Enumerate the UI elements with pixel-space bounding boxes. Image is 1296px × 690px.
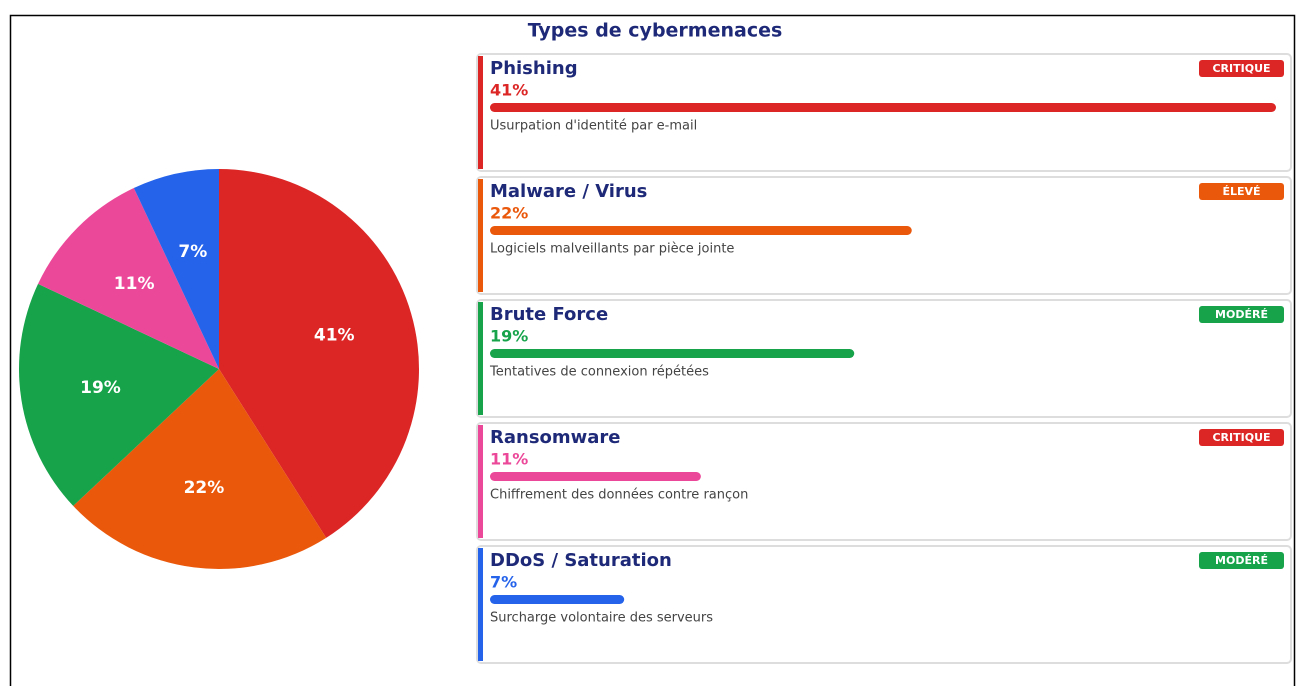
pie-slice xyxy=(38,188,219,369)
bar xyxy=(490,595,625,604)
card-description: Chiffrement des données contre rançon xyxy=(490,488,748,503)
card-percent: 7% xyxy=(490,573,517,592)
card-description: Logiciels malveillants par pièce jointe xyxy=(490,242,734,257)
bar xyxy=(490,472,701,481)
card xyxy=(476,422,1292,541)
pie-slice xyxy=(219,169,419,538)
badge-label: CRITIQUE xyxy=(1212,62,1270,75)
pie-slice xyxy=(73,369,327,569)
badge xyxy=(1199,60,1284,77)
badge-label: MODÉRÉ xyxy=(1215,308,1268,321)
card-accent xyxy=(478,179,483,292)
card-percent: 22% xyxy=(490,204,528,223)
card xyxy=(476,176,1292,295)
badge-label: CRITIQUE xyxy=(1212,431,1270,444)
card-title: Malware / Virus xyxy=(490,181,647,202)
slice-label: 19% xyxy=(80,378,121,398)
card xyxy=(476,545,1292,664)
card-accent xyxy=(478,302,483,415)
card-title: Ransomware xyxy=(490,427,621,448)
card xyxy=(476,299,1292,418)
pie-slice xyxy=(18,283,219,506)
slice-label: 22% xyxy=(184,478,225,498)
card-description: Surcharge volontaire des serveurs xyxy=(490,611,713,626)
card-title: Phishing xyxy=(490,58,578,79)
badge xyxy=(1199,306,1284,323)
badge xyxy=(1199,429,1284,446)
slice-label: 41% xyxy=(314,326,355,346)
slice-label: 7% xyxy=(178,242,207,262)
card-accent xyxy=(478,548,483,661)
card-description: Usurpation d'identité par e-mail xyxy=(490,119,697,134)
bar xyxy=(490,103,1276,112)
card-percent: 11% xyxy=(490,450,528,469)
card-accent xyxy=(478,425,483,538)
badge xyxy=(1199,552,1284,569)
card-percent: 41% xyxy=(490,81,528,100)
badge-label: ÉLEVÉ xyxy=(1222,185,1260,198)
bar xyxy=(490,349,855,358)
card-title: DDoS / Saturation xyxy=(490,550,672,571)
card-percent: 19% xyxy=(490,327,528,346)
pie-slice xyxy=(133,169,219,369)
card-description: Tentatives de connexion répétées xyxy=(489,365,709,380)
badge-label: MODÉRÉ xyxy=(1215,554,1268,567)
card xyxy=(476,53,1292,172)
slice-label: 11% xyxy=(114,274,155,294)
chart-title: Types de cybermenaces xyxy=(528,20,783,42)
bar xyxy=(490,226,912,235)
frame xyxy=(9,14,1296,690)
card-accent xyxy=(478,56,483,169)
badge xyxy=(1199,183,1284,200)
card-title: Brute Force xyxy=(490,304,608,325)
